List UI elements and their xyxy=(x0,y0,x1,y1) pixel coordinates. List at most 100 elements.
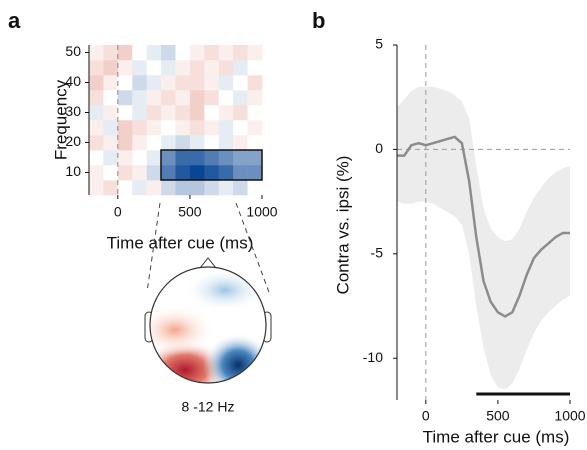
heat-cell xyxy=(89,120,104,136)
heat-cell xyxy=(233,180,248,196)
line-panel: 5 0 -5 -10 0 500 1000 Contra vs. ipsi (%) Time a… xyxy=(333,36,585,447)
heat-cell xyxy=(132,60,147,76)
heat-cell xyxy=(117,60,133,76)
heat-cell xyxy=(247,180,263,196)
heat-cell xyxy=(218,120,234,136)
heat-cell xyxy=(103,150,119,166)
x-axis-label: Time after cue (ms) xyxy=(107,233,254,252)
heat-cell xyxy=(218,75,234,91)
heat-cell xyxy=(204,90,220,106)
heat-cell xyxy=(146,105,162,121)
heat-cell xyxy=(204,75,220,91)
error-band xyxy=(397,86,570,390)
heat-cell xyxy=(204,180,220,196)
heat-cell xyxy=(175,45,191,61)
heat-cell xyxy=(204,165,220,181)
heat-cell xyxy=(117,90,133,106)
heat-cell xyxy=(146,120,162,136)
heat-cell xyxy=(161,150,176,166)
y-tick-label: 40 xyxy=(65,73,81,89)
heat-cell xyxy=(146,45,162,61)
heat-cell xyxy=(218,60,234,76)
heat-cell xyxy=(175,105,191,121)
heat-cell xyxy=(204,135,220,151)
y-tick-label: -10 xyxy=(363,349,383,365)
heat-cell xyxy=(247,135,263,151)
heat-cell xyxy=(247,150,263,166)
x-tick-label: 500 xyxy=(178,204,202,220)
heat-cell xyxy=(89,105,104,121)
heat-cell xyxy=(204,45,220,61)
heat-cell xyxy=(117,150,133,166)
heat-cell xyxy=(233,45,248,61)
heat-cell xyxy=(117,165,133,181)
heat-cell xyxy=(204,150,220,166)
y-axis-label: Frequency xyxy=(51,79,70,160)
heat-cell xyxy=(218,180,234,196)
y-tick-label: 50 xyxy=(65,43,81,59)
heat-cell xyxy=(103,105,119,121)
heat-cell xyxy=(161,165,176,181)
y-axis-label: Contra vs. ipsi (%) xyxy=(333,156,352,295)
heat-cell xyxy=(146,75,162,91)
y-tick-label: 5 xyxy=(375,36,383,52)
heat-cell xyxy=(132,165,147,181)
heat-cell xyxy=(146,90,162,106)
x-tick-label: 1000 xyxy=(554,408,585,424)
heat-cell xyxy=(247,165,263,181)
heat-cell xyxy=(117,180,133,196)
heat-cell xyxy=(189,45,205,61)
heat-cell xyxy=(247,105,263,121)
heat-cell xyxy=(117,75,133,91)
heat-cell xyxy=(233,105,248,121)
heat-cell xyxy=(189,165,205,181)
heat-cell xyxy=(175,75,191,91)
heat-cell xyxy=(146,180,162,196)
heat-cell xyxy=(103,75,119,91)
heat-cell xyxy=(218,150,234,166)
heat-cell xyxy=(218,90,234,106)
y-tick-label: 10 xyxy=(65,163,81,179)
heat-cell xyxy=(247,45,263,61)
heat-cell xyxy=(175,135,191,151)
heat-cell xyxy=(233,150,248,166)
heat-cell xyxy=(175,180,191,196)
heat-cell xyxy=(189,60,205,76)
heat-cell xyxy=(233,120,248,136)
heat-cell xyxy=(146,150,162,166)
heat-cell xyxy=(247,120,263,136)
heat-cell xyxy=(117,135,133,151)
heat-cell xyxy=(247,60,263,76)
heat-cell xyxy=(103,60,119,76)
heat-cell xyxy=(89,165,104,181)
heat-cell xyxy=(218,45,234,61)
heat-cell xyxy=(89,135,104,151)
heat-cell xyxy=(233,75,248,91)
heat-cell xyxy=(117,45,133,61)
heat-cell xyxy=(161,135,176,151)
heat-cell xyxy=(175,165,191,181)
y-tick-label: 30 xyxy=(65,103,81,119)
heat-cell xyxy=(103,120,119,136)
heat-cell xyxy=(161,60,176,76)
heat-cell xyxy=(103,180,119,196)
heat-cell xyxy=(204,60,220,76)
heat-cell xyxy=(103,135,119,151)
heat-cell xyxy=(175,90,191,106)
heat-cell xyxy=(103,45,119,61)
heat-cell xyxy=(204,105,220,121)
heat-cell xyxy=(189,90,205,106)
line xyxy=(397,135,570,318)
x-axis-label: Time after cue (ms) xyxy=(423,427,570,446)
heat-cell xyxy=(161,180,176,196)
heat-cell xyxy=(132,105,147,121)
heat-cell xyxy=(189,75,205,91)
x-tick-label: 500 xyxy=(486,408,510,424)
heat-cell xyxy=(175,150,191,166)
heat-cell xyxy=(132,45,147,61)
heat-cell xyxy=(132,120,147,136)
x-tick-label: 1000 xyxy=(246,204,277,220)
zoom-line xyxy=(146,202,161,293)
heat-cell xyxy=(117,120,133,136)
